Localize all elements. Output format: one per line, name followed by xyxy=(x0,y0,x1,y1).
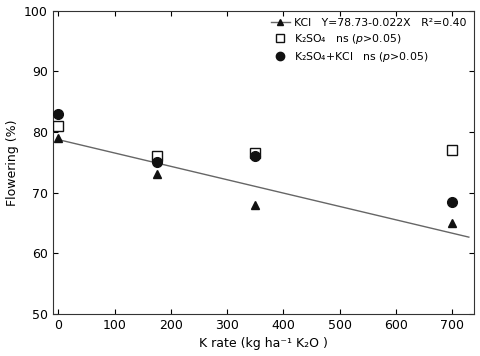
Legend: KCl   Y=78.73-0.022X   R²=0.40, K₂SO₄   ns ($p$>0.05), K₂SO₄+KCl   ns ($p$>0.05): KCl Y=78.73-0.022X R²=0.40, K₂SO₄ ns ($p… xyxy=(268,16,469,66)
X-axis label: K rate (kg ha⁻¹ K₂O ): K rate (kg ha⁻¹ K₂O ) xyxy=(199,337,328,350)
Y-axis label: Flowering (%): Flowering (%) xyxy=(6,119,19,205)
